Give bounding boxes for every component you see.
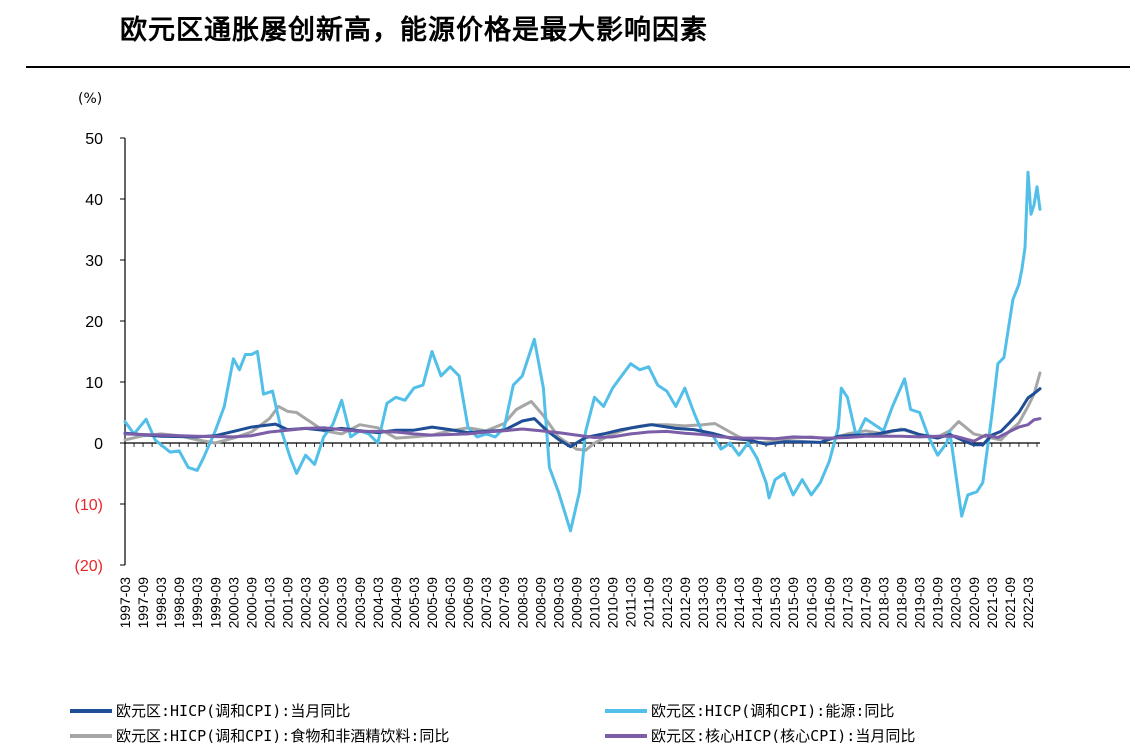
x-tick-label: 1998-09 bbox=[171, 577, 187, 629]
x-tick-label: 2014-09 bbox=[749, 577, 765, 629]
x-tick-label: 2009-03 bbox=[550, 577, 566, 629]
x-tick-label: 2014-03 bbox=[731, 577, 747, 629]
x-tick-label: 2019-03 bbox=[912, 577, 928, 629]
legend-swatch-energy bbox=[605, 708, 647, 713]
x-tick-label: 2004-03 bbox=[370, 577, 386, 629]
x-tick-label: 2021-09 bbox=[1002, 577, 1018, 629]
x-tick-label: 2018-09 bbox=[894, 577, 910, 629]
x-tick-label: 2022-03 bbox=[1020, 577, 1036, 629]
x-tick-label: 2007-03 bbox=[478, 577, 494, 629]
x-tick-label: 2000-09 bbox=[243, 577, 259, 629]
x-tick-label: 2011-09 bbox=[641, 577, 657, 628]
series-line-energy bbox=[123, 170, 1042, 533]
x-tick-label: 2005-09 bbox=[424, 577, 440, 629]
x-tick-label: 2015-09 bbox=[785, 577, 801, 629]
x-tick-label: 1999-09 bbox=[207, 577, 223, 629]
x-tick-label: 2016-03 bbox=[803, 577, 819, 629]
x-tick-label: 2021-03 bbox=[984, 577, 1000, 629]
y-axis: (%) 50 40 30 20 10 0 (10) (20) bbox=[75, 91, 126, 575]
legend-label-food: 欧元区:HICP(调和CPI):食物和非酒精饮料:同比 bbox=[116, 727, 450, 745]
title-divider bbox=[26, 66, 1130, 68]
x-tick-label: 2020-09 bbox=[966, 577, 982, 629]
x-tick-label: 2003-03 bbox=[334, 577, 350, 629]
series-line-headline bbox=[123, 387, 1042, 449]
y-tick-label: 0 bbox=[94, 436, 103, 453]
y-tick-label: (20) bbox=[75, 558, 103, 575]
x-tick-label: 2017-03 bbox=[839, 577, 855, 629]
x-tick-label: 2017-09 bbox=[857, 577, 873, 629]
x-tick-label: 2006-03 bbox=[442, 577, 458, 629]
y-tick-label: 40 bbox=[85, 192, 103, 209]
x-tick-label: 2006-09 bbox=[460, 577, 476, 629]
x-tick-label: 2020-03 bbox=[948, 577, 964, 629]
x-tick-label: 2018-03 bbox=[875, 577, 891, 629]
x-tick-label: 2019-09 bbox=[930, 577, 946, 629]
x-tick-label: 2008-09 bbox=[532, 577, 548, 629]
legend-swatch-core bbox=[605, 733, 647, 738]
legend-item-headline: 欧元区:HICP(调和CPI):当月同比 bbox=[70, 700, 350, 721]
y-tick-label: (10) bbox=[75, 497, 103, 514]
x-tick-label: 2001-03 bbox=[261, 577, 277, 629]
y-tick-label: 10 bbox=[85, 375, 103, 392]
x-tick-label: 2015-03 bbox=[767, 577, 783, 629]
x-tick-label: 1997-03 bbox=[117, 577, 133, 629]
y-tick-label: 30 bbox=[85, 253, 103, 270]
x-tick-label: 2012-03 bbox=[659, 577, 675, 629]
x-tick-label: 2002-09 bbox=[316, 577, 332, 629]
legend-label-energy: 欧元区:HICP(调和CPI):能源:同比 bbox=[651, 702, 895, 720]
x-tick-label: 2001-09 bbox=[280, 577, 296, 629]
chart-legend: 欧元区:HICP(调和CPI):当月同比 欧元区:HICP(调和CPI):能源:… bbox=[70, 700, 1130, 750]
x-tick-label: 2016-09 bbox=[821, 577, 837, 629]
legend-item-energy: 欧元区:HICP(调和CPI):能源:同比 bbox=[605, 700, 894, 721]
x-tick-label: 1998-03 bbox=[153, 577, 169, 629]
y-axis-label: (%) bbox=[78, 91, 102, 107]
x-tick-label: 2012-09 bbox=[677, 577, 693, 629]
y-tick-label: 20 bbox=[85, 314, 103, 331]
y-tick-label: 50 bbox=[85, 131, 103, 148]
page-title: 欧元区通胀屡创新高，能源价格是最大影响因素 bbox=[120, 15, 708, 46]
x-tick-label: 2010-09 bbox=[605, 577, 621, 629]
x-tick-label: 2011-03 bbox=[623, 577, 639, 628]
legend-label-headline: 欧元区:HICP(调和CPI):当月同比 bbox=[116, 702, 351, 720]
x-tick-label: 2010-03 bbox=[587, 577, 603, 629]
x-tick-label: 2013-09 bbox=[713, 577, 729, 629]
legend-item-food: 欧元区:HICP(调和CPI):食物和非酒精饮料:同比 bbox=[70, 725, 449, 746]
series-line-core bbox=[123, 417, 1042, 443]
x-axis: 1997-03 1997-09 1998-03 1998-09 1999-03 1999-… bbox=[117, 442, 1040, 629]
legend-item-core: 欧元区:核心HICP(核心CPI):当月同比 bbox=[605, 725, 915, 746]
x-tick-label: 2005-03 bbox=[406, 577, 422, 629]
x-tick-label: 1997-09 bbox=[135, 577, 151, 629]
x-tick-label: 2003-09 bbox=[352, 577, 368, 629]
x-tick-label: 2007-09 bbox=[496, 577, 512, 629]
x-tick-label: 2002-03 bbox=[298, 577, 314, 629]
legend-swatch-food bbox=[70, 733, 112, 738]
x-tick-label: 2013-03 bbox=[695, 577, 711, 629]
chart-series bbox=[123, 170, 1042, 533]
x-tick-label: 1999-03 bbox=[189, 577, 205, 629]
legend-label-core: 欧元区:核心HICP(核心CPI):当月同比 bbox=[651, 727, 916, 745]
x-tick-label: 2008-03 bbox=[514, 577, 530, 629]
legend-swatch-headline bbox=[70, 708, 112, 713]
x-tick-label: 2000-03 bbox=[225, 577, 241, 629]
x-tick-label: 2004-09 bbox=[388, 577, 404, 629]
x-tick-label: 2009-09 bbox=[568, 577, 584, 629]
